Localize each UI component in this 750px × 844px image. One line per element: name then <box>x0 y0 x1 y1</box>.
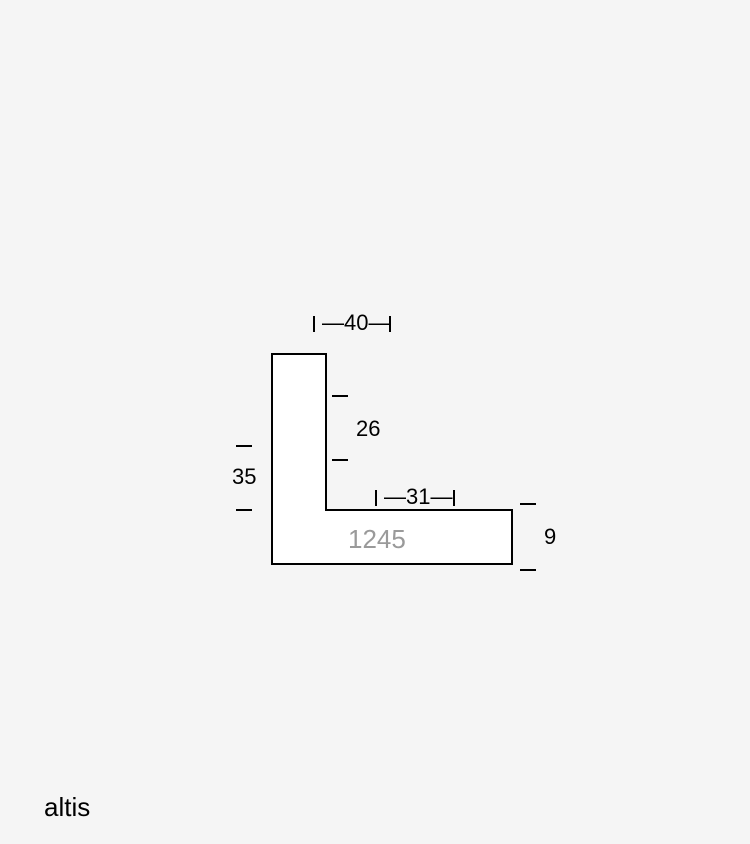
dim-bottom-thick-label: 9 <box>544 524 556 550</box>
canvas: —40— 26 35 —31— 9 1245 altis <box>0 0 750 844</box>
part-number: 1245 <box>348 524 406 555</box>
dim-bottom-thick-ticks <box>0 0 750 844</box>
brand-name: altis <box>44 792 90 823</box>
